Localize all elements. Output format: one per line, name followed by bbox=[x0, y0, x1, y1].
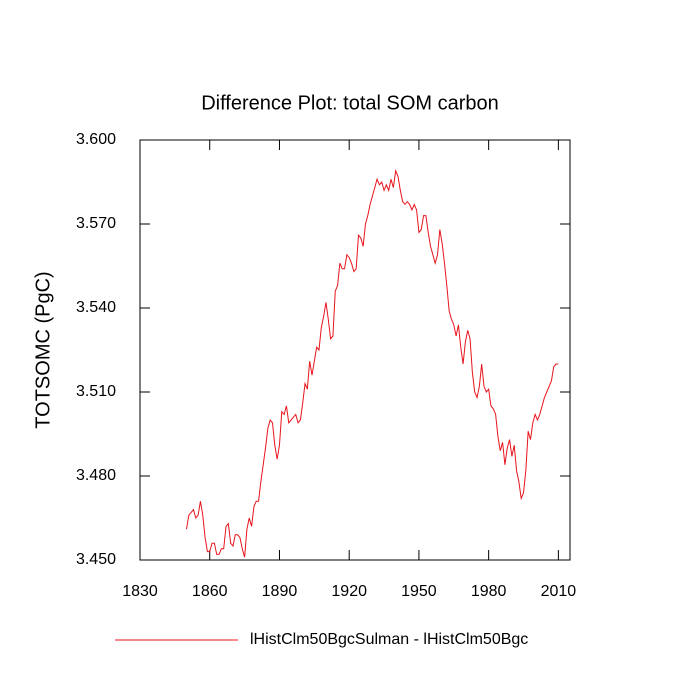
chart-title: Difference Plot: total SOM carbon bbox=[201, 92, 499, 114]
x-tick-label: 1890 bbox=[262, 583, 298, 600]
y-tick-label: 3.480 bbox=[76, 467, 116, 484]
y-axis-label: TOTSOMC (PgC) bbox=[32, 271, 54, 428]
x-tick-label: 1860 bbox=[192, 583, 228, 600]
plot-frame bbox=[139, 139, 571, 561]
y-tick-label: 3.510 bbox=[76, 383, 116, 400]
x-tick-label: 1980 bbox=[471, 583, 507, 600]
x-tick-label: 1830 bbox=[122, 583, 158, 600]
y-tick-label: 3.450 bbox=[76, 551, 116, 568]
x-tick-label: 1920 bbox=[331, 583, 367, 600]
y-tick-label: 3.570 bbox=[76, 215, 116, 232]
x-tick-label: 1950 bbox=[401, 583, 437, 600]
y-tick-label: 3.600 bbox=[76, 131, 116, 148]
y-tick-label: 3.540 bbox=[76, 299, 116, 316]
legend-label: lHistClm50BgcSulman - lHistClm50Bgc bbox=[250, 631, 528, 648]
data-line bbox=[185, 168, 559, 558]
x-tick-label: 2010 bbox=[541, 583, 577, 600]
